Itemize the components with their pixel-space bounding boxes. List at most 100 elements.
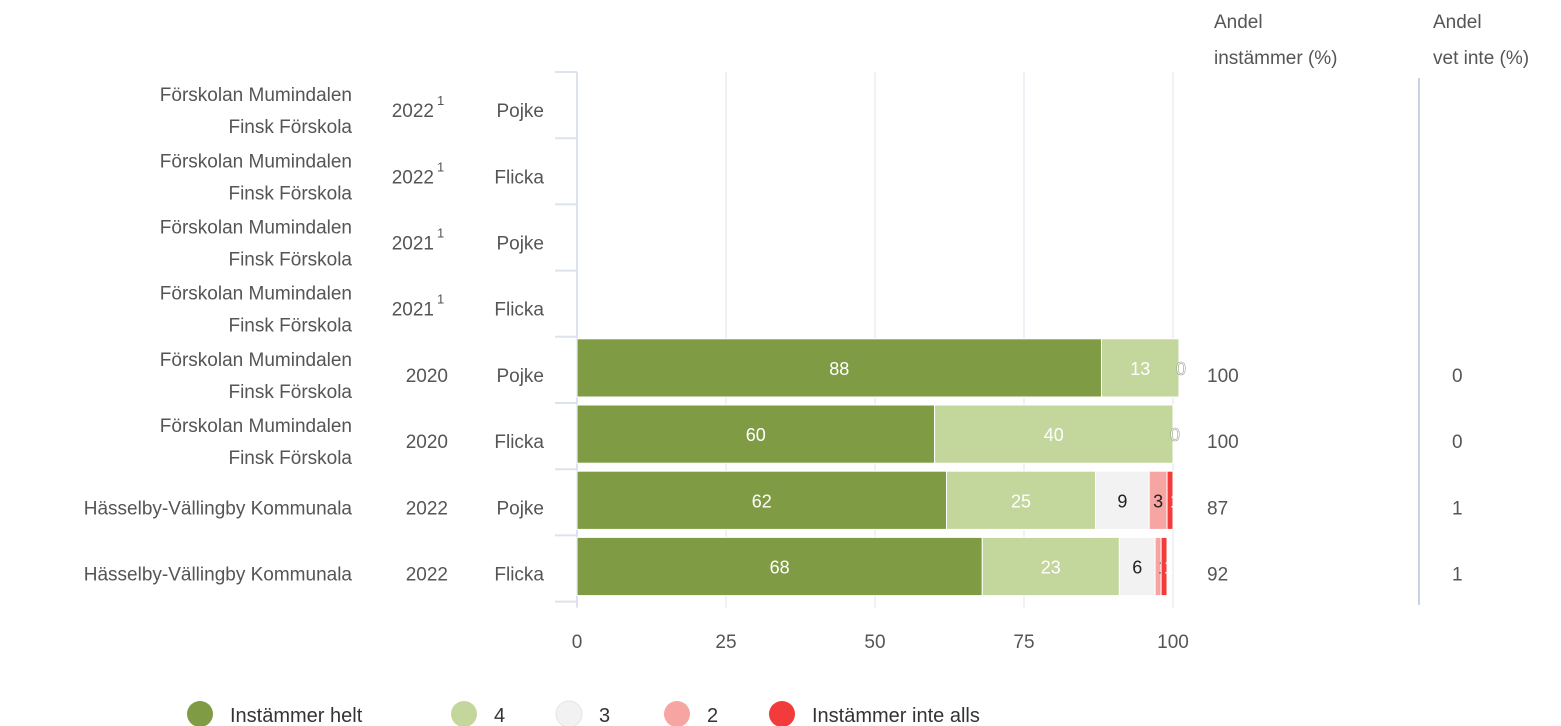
- bar-segment-label: 1: [1164, 558, 1174, 578]
- bar-segment-label: 40: [1044, 425, 1064, 445]
- bar-segment-label: 1: [1170, 491, 1180, 511]
- bar-segment-label: 23: [1041, 558, 1061, 578]
- bar-segment: [1166, 470, 1174, 530]
- legend: Instämmer helt 4 3 2 Instämmer inte alls: [187, 700, 980, 726]
- row-name-line-1: Förskolan Mumindalen: [160, 85, 352, 106]
- x-tick-label: 100: [1157, 632, 1189, 653]
- legend-label: Instämmer inte alls: [812, 705, 980, 726]
- agree-header-line-1: Andel: [1214, 12, 1263, 33]
- row-name: Hässelby-Vällingby Kommunala: [84, 498, 353, 519]
- row-year: 2022: [392, 167, 434, 188]
- legend-label: 3: [599, 705, 610, 726]
- dontknow-value: 0: [1452, 432, 1463, 453]
- bar-segment: [1100, 338, 1180, 398]
- bar-segment-label: 9: [1117, 491, 1127, 511]
- legend-marker: [769, 701, 795, 726]
- legend-marker: [555, 700, 583, 726]
- dontknow-value: 0: [1452, 366, 1463, 387]
- bar-segment: [1118, 536, 1156, 597]
- bar-segment-label: 13: [1130, 359, 1150, 379]
- row-year-footnote: 1: [437, 292, 444, 307]
- row-gender: Pojke: [496, 498, 544, 519]
- row-year: 2021: [392, 234, 434, 255]
- row-name-line-1: Förskolan Mumindalen: [160, 350, 352, 371]
- legend-marker: [451, 701, 477, 726]
- bar-segment-label: 0: [1176, 359, 1186, 379]
- row-name-line-2: Finsk Förskola: [228, 117, 352, 138]
- row-year-footnote: 1: [437, 93, 444, 108]
- row-name-line-2: Finsk Förskola: [228, 316, 352, 337]
- dontknow-header-line-2: vet inte (%): [1433, 48, 1529, 69]
- bar-segment-label: 6: [1132, 558, 1142, 578]
- row-gender: Flicka: [494, 167, 544, 188]
- row-year-footnote: 1: [437, 159, 444, 174]
- agree-value: 87: [1207, 498, 1228, 519]
- bar-segment: [576, 470, 948, 530]
- bar-segment: [946, 470, 1097, 530]
- row-year: 2020: [406, 366, 448, 387]
- x-axis-ticks: 0 25 50 75 100: [572, 632, 1189, 653]
- bar-segment: [576, 338, 1102, 398]
- row-name-line-1: Förskolan Mumindalen: [160, 218, 352, 239]
- legend-marker: [187, 701, 213, 726]
- row-year: 2021: [392, 300, 434, 321]
- chart-row: Hässelby-Vällingby Kommunala 2022 Pojke 62 2…: [84, 470, 1463, 530]
- row-gender: Pojke: [496, 101, 544, 122]
- bar-segment-label: 88: [829, 359, 849, 379]
- row-gender: Pojke: [496, 234, 544, 255]
- row-name-line-1: Förskolan Mumindalen: [160, 416, 352, 437]
- legend-label: 2: [707, 705, 718, 726]
- legend-marker: [664, 701, 690, 726]
- row-year: 2022: [406, 565, 448, 586]
- x-tick-label: 25: [715, 632, 736, 653]
- bar-segment-label: 68: [770, 558, 790, 578]
- row-gender: Flicka: [494, 565, 544, 586]
- bar-segment-label: 25: [1011, 491, 1031, 511]
- chart-row: Förskolan Mumindalen Finsk Förskola 2020 Po…: [160, 338, 1463, 403]
- dontknow-header-line-1: Andel: [1433, 12, 1482, 33]
- row-name-line-1: Förskolan Mumindalen: [160, 151, 352, 172]
- agree-value: 92: [1207, 565, 1228, 586]
- agree-header-line-2: instämmer (%): [1214, 48, 1338, 69]
- bar-segment-label: 0: [1170, 425, 1180, 445]
- row-year-footnote: 1: [437, 226, 444, 241]
- bar-segment: [1095, 470, 1150, 530]
- bar-segment-label: 3: [1153, 491, 1163, 511]
- chart-row: Förskolan Mumindalen Finsk Förskola 2020 Fl…: [160, 404, 1463, 469]
- bar-segment: [576, 536, 983, 597]
- row-gender: Flicka: [494, 432, 544, 453]
- bar-segment: [934, 404, 1174, 464]
- agree-value: 100: [1207, 366, 1239, 387]
- row-year: 2020: [406, 432, 448, 453]
- row-name: Hässelby-Vällingby Kommunala: [84, 565, 353, 586]
- x-tick-label: 75: [1013, 632, 1034, 653]
- row-year: 2022: [406, 498, 448, 519]
- legend-label: 4: [494, 705, 505, 726]
- row-name-line-2: Finsk Förskola: [228, 250, 352, 271]
- column-headers: Andel instämmer (%) Andel vet inte (%): [1214, 12, 1529, 69]
- bar-segment: [981, 536, 1120, 597]
- row-gender: Flicka: [494, 300, 544, 321]
- dontknow-value: 1: [1452, 565, 1463, 586]
- row-name-line-2: Finsk Förskola: [228, 382, 352, 403]
- row-name-line-1: Förskolan Mumindalen: [160, 284, 352, 305]
- row-name-line-2: Finsk Förskola: [228, 448, 352, 469]
- row-year: 2022: [392, 101, 434, 122]
- x-tick-label: 0: [572, 632, 583, 653]
- row-name-line-2: Finsk Förskola: [228, 183, 352, 204]
- legend-label: Instämmer helt: [230, 705, 363, 726]
- agree-value: 100: [1207, 432, 1239, 453]
- bar-segment: [1160, 536, 1168, 597]
- bar-segment: [576, 404, 936, 464]
- chart-row: Hässelby-Vällingby Kommunala 2022 Flicka 68…: [84, 536, 1463, 597]
- bar-segment-label: 62: [752, 491, 772, 511]
- bar-segment-label: 60: [746, 425, 766, 445]
- row-gender: Pojke: [496, 366, 544, 387]
- dontknow-value: 1: [1452, 498, 1463, 519]
